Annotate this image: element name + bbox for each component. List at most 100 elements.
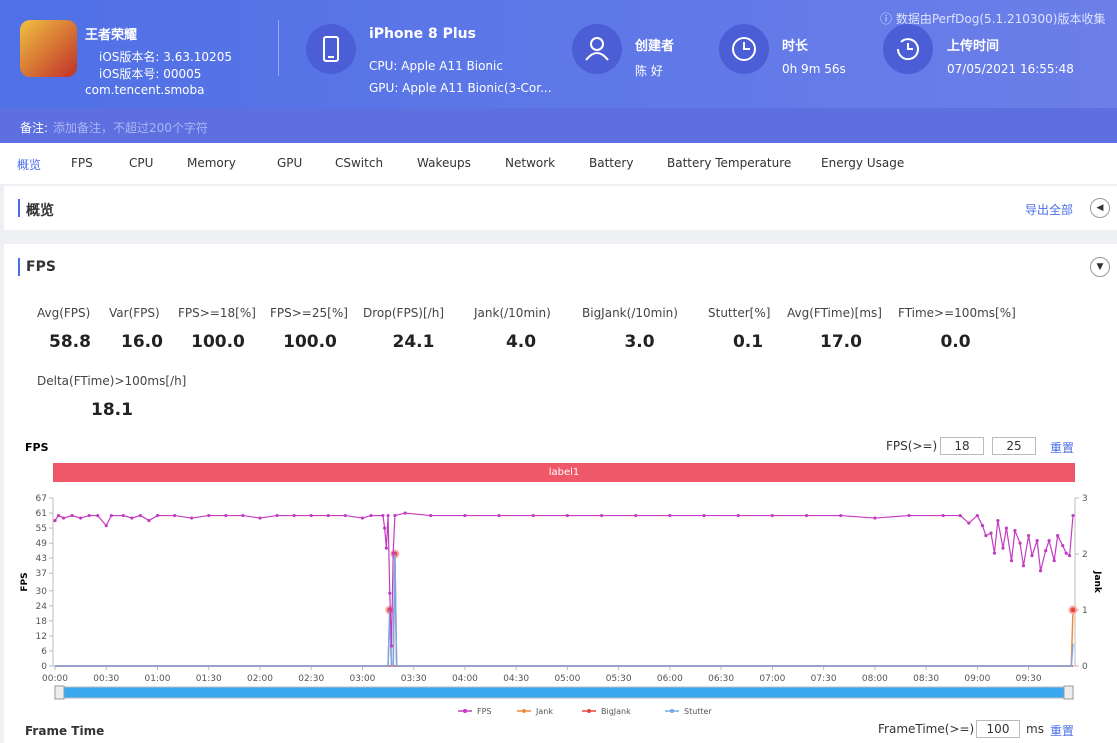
fps-point [980, 523, 985, 528]
tab-bar: 概览 FPS CPU Memory GPU CSwitch Wakeups Network Ba… [0, 143, 1117, 184]
fps-point [941, 513, 945, 518]
export-link[interactable]: 导出全部 [1025, 203, 1074, 217]
y2-tick-label: 0 [1082, 662, 1088, 672]
tab[interactable]: 概览 [17, 158, 42, 172]
fps-point [121, 513, 125, 518]
tab[interactable]: Energy Usage [821, 156, 905, 170]
fps-point [1064, 551, 1068, 555]
x-tick-label: 05:30 [606, 674, 632, 684]
frame-time-unit: ms [1026, 722, 1044, 736]
fps-point [79, 516, 83, 520]
label-band: label1 [53, 463, 1075, 482]
fps-point [388, 591, 392, 595]
tab[interactable]: Network [505, 156, 556, 170]
tab[interactable]: Battery [589, 156, 634, 170]
y-axis-label: FPS [20, 572, 30, 591]
reset-link[interactable]: 重置 [1050, 724, 1075, 738]
fps-point [241, 513, 245, 518]
frame-time-title: Frame Time [25, 724, 105, 738]
fps-point [96, 513, 100, 518]
fps-point [292, 513, 296, 518]
slider-handle [54, 685, 65, 700]
x-tick-label: 02:30 [298, 674, 324, 684]
legend-dot [670, 709, 674, 713]
gpu: GPU: Apple A11 Bionic(3-Cor... [369, 81, 552, 95]
y-tick-label: 61 [36, 509, 47, 519]
overview-card: 概览 导出全部 ◀ [4, 186, 1117, 230]
x-tick-label: 08:30 [913, 674, 939, 684]
legend-label: FPS [477, 707, 492, 716]
stat-value: 4.0 [505, 332, 537, 352]
fps-point [381, 513, 385, 518]
app-icon [20, 20, 77, 77]
fps-point [1004, 526, 1008, 530]
stat-label: FPS>=18[%] [178, 306, 256, 320]
fps-point [309, 513, 313, 518]
tab[interactable]: CPU [129, 156, 154, 170]
jank-point [1068, 605, 1078, 615]
note-input[interactable]: 添加备注，不超过200个字符 [53, 121, 208, 135]
fps-point [736, 513, 740, 518]
source-text: 数据由PerfDog(5.1.210300)版本收集 [895, 12, 1106, 26]
fps-point [258, 516, 262, 520]
stat-value: 24.1 [392, 332, 435, 352]
fps-point [384, 546, 388, 550]
x-tick-label: 06:30 [708, 674, 734, 684]
device-icon [306, 24, 356, 74]
x-tick-label: 02:00 [247, 674, 273, 684]
fps-point [391, 551, 395, 555]
stat-value: 17.0 [820, 332, 862, 352]
x-tick-label: 09:00 [964, 674, 990, 684]
fps-point [1038, 569, 1043, 573]
x-tick-label: 00:30 [93, 674, 119, 684]
x-tick-label: 04:00 [452, 674, 478, 684]
collapse-button[interactable]: ▼ [1090, 257, 1110, 277]
creator-icon [572, 24, 622, 74]
tab[interactable]: GPU [277, 156, 303, 170]
fps-point [1013, 528, 1017, 533]
upload-label: 上传时间 [947, 39, 1000, 54]
x-tick-label: 07:30 [811, 674, 837, 684]
x-tick-label: 08:00 [862, 674, 888, 684]
duration-icon [719, 24, 769, 74]
y2-tick-label: 3 [1082, 494, 1088, 504]
duration: 0h 9m 56s [782, 62, 846, 76]
collapse-button[interactable]: ◀ [1090, 198, 1110, 218]
series-line [55, 553, 1074, 667]
fps-point [87, 513, 91, 518]
legend-dot [587, 709, 591, 713]
y-tick-label: 6 [41, 647, 47, 657]
stat-value: 18.1 [91, 400, 133, 420]
tab[interactable]: Memory [187, 156, 236, 170]
fps-point [1030, 554, 1034, 558]
fps-point [207, 513, 211, 518]
stat-value: 58.8 [49, 332, 91, 352]
stat-value: 16.0 [121, 332, 163, 352]
threshold-input[interactable]: 18 [940, 437, 984, 455]
tab[interactable]: FPS [71, 156, 93, 170]
stat-label: Delta(FTime)>100ms[/h] [37, 374, 187, 388]
x-tick-label: 04:30 [503, 674, 529, 684]
x-tick-label: 03:00 [349, 674, 375, 684]
divider [278, 20, 279, 76]
ios-version: iOS版本名: 3.63.10205 [99, 50, 232, 64]
tab[interactable]: CSwitch [335, 156, 384, 170]
stat-label: BigJank(/10min) [582, 306, 678, 320]
y2-axis-label: Jank [1092, 570, 1102, 594]
y-tick-label: 18 [36, 617, 48, 627]
fps-point [53, 518, 57, 523]
y-tick-label: 24 [36, 602, 48, 612]
fps-point [155, 513, 160, 518]
fps-card: FPS ▼ Avg(FPS) 58.8 Var(FPS) 16.0 FPS>=18[%]… [4, 244, 1117, 743]
tab[interactable]: Battery Temperature [667, 156, 792, 170]
tab[interactable]: Wakeups [417, 156, 471, 170]
overview-title: 概览 [26, 203, 54, 219]
note-bar: 备注: 添加备注，不超过200个字符 [0, 108, 1117, 143]
frame-time-input[interactable]: 100 [976, 720, 1020, 738]
reset-link[interactable]: 重置 [1050, 441, 1075, 455]
fps-point [907, 513, 911, 518]
threshold-input[interactable]: 25 [992, 437, 1036, 455]
range-slider [54, 686, 1074, 699]
legend-label: Jank [535, 707, 553, 716]
x-tick-label: 05:00 [554, 674, 580, 684]
